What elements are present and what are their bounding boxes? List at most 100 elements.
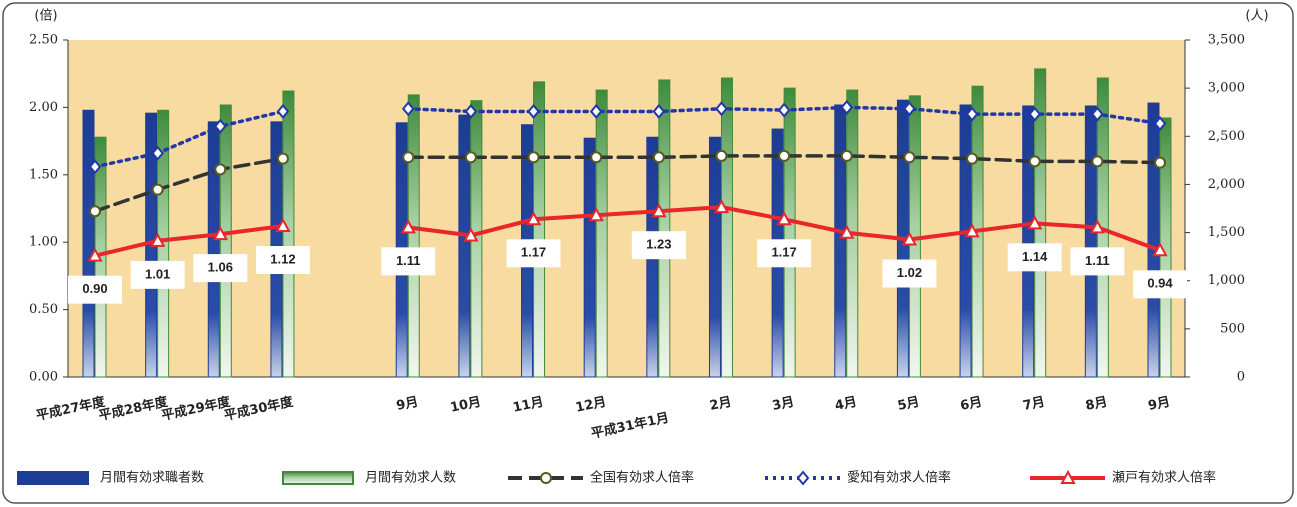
bar (207, 121, 220, 378)
value-label-box (1070, 247, 1125, 276)
marker (652, 151, 665, 164)
marker (590, 151, 603, 164)
marker (275, 217, 291, 233)
value-label: 1.14 (1022, 249, 1048, 264)
marker (88, 159, 102, 175)
x-tick-label: 4月 (834, 395, 859, 414)
value-label-box (68, 275, 122, 304)
x-tick-label: 5月 (896, 395, 921, 414)
value-label: 1.11 (1085, 253, 1110, 268)
value-label: 1.06 (208, 260, 233, 275)
bar (783, 87, 796, 378)
value-label-box (130, 260, 185, 289)
marker (964, 223, 980, 238)
marker (1154, 156, 1166, 169)
marker (89, 205, 101, 218)
marker (651, 203, 667, 218)
marker (840, 149, 853, 162)
marker (527, 151, 540, 164)
y2-tick-label: 2,000 (1208, 177, 1245, 192)
value-label: 1.11 (396, 253, 421, 268)
bar (1147, 102, 1160, 378)
marker (151, 145, 164, 161)
marker (214, 163, 227, 176)
x-tick-label: 3月 (771, 395, 796, 414)
marker (400, 219, 416, 234)
marker (276, 152, 289, 165)
value-label: 1.17 (521, 245, 546, 260)
y-tick-label: 0.50 (29, 302, 58, 317)
legend-label: 愛知有効求人倍率 (847, 470, 951, 486)
marker (525, 211, 542, 226)
value-label: 0.90 (82, 281, 107, 296)
marker (401, 101, 415, 117)
marker (1060, 469, 1076, 484)
marker (213, 118, 227, 134)
marker (402, 151, 415, 164)
marker (965, 106, 979, 122)
y2-unit: (人) (1245, 9, 1268, 24)
marker (463, 227, 479, 242)
y2-tick-label: 3,000 (1208, 81, 1245, 96)
value-label: 1.02 (897, 265, 922, 280)
value-label-box (381, 247, 436, 276)
value-label-box (255, 246, 310, 275)
value-label-box (506, 239, 561, 268)
y-tick-label: 0.00 (29, 370, 58, 385)
marker (212, 226, 228, 241)
bar (595, 89, 608, 378)
y-tick-label: 2.00 (29, 100, 58, 115)
bar (407, 94, 420, 378)
value-label: 1.17 (771, 245, 796, 260)
marker (1089, 219, 1106, 234)
marker (527, 103, 540, 120)
bar (219, 104, 232, 378)
marker (464, 103, 478, 120)
y-tick-label: 1.00 (29, 235, 58, 250)
marker (149, 232, 166, 247)
value-label: 1.12 (270, 251, 295, 266)
bar (720, 77, 733, 378)
marker (540, 472, 552, 484)
marker (796, 470, 810, 486)
marker (840, 99, 854, 115)
x-tick-label: 8月 (1084, 395, 1109, 414)
plot-area (68, 40, 1185, 377)
bar (82, 109, 95, 378)
marker (1028, 106, 1042, 122)
marker (87, 247, 103, 262)
marker (1091, 106, 1104, 122)
value-label-box (631, 231, 686, 260)
legend-key (17, 471, 89, 485)
marker (1152, 242, 1168, 257)
legend-label: 月間有効求職者数 (100, 471, 204, 486)
y2-tick-label: 500 (1220, 321, 1245, 336)
value-label-box (1133, 270, 1187, 299)
bar (282, 90, 295, 378)
y2-tick-label: 1,000 (1208, 273, 1245, 288)
marker (776, 211, 792, 226)
y2-tick-label: 1,500 (1208, 225, 1245, 240)
bar (458, 114, 471, 378)
marker (715, 149, 728, 162)
marker (276, 103, 290, 120)
x-tick-label: 6月 (959, 395, 984, 414)
marker (839, 224, 855, 239)
marker (588, 207, 604, 222)
marker (589, 103, 603, 120)
bar (834, 104, 847, 378)
x-tick-label: 11月 (512, 395, 546, 416)
value-label-box (193, 254, 248, 283)
y2-tick-label: 3,500 (1208, 33, 1245, 48)
bar (959, 104, 972, 378)
x-tick-label: 10月 (449, 395, 483, 416)
x-tick-label: 12月 (574, 395, 608, 416)
marker (652, 103, 666, 120)
marker (715, 101, 728, 117)
marker (1027, 215, 1043, 230)
marker (151, 183, 164, 196)
bar (658, 79, 671, 378)
y-tick-label: 2.50 (29, 33, 58, 48)
y-unit: (倍) (34, 9, 57, 24)
